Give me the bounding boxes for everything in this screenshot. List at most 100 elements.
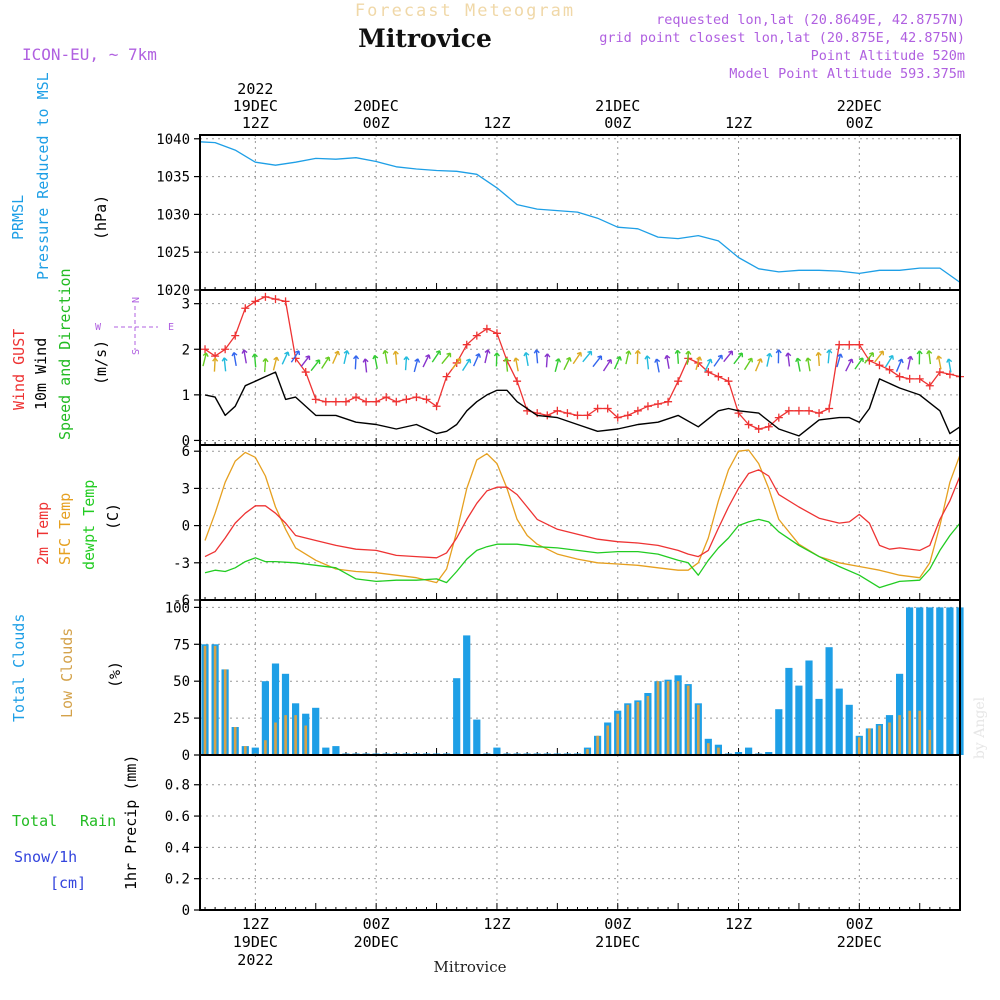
model-altitude: Model Point Altitude 593.375m [729, 66, 965, 82]
station-footer: Mitrovice [434, 958, 507, 976]
low-cloud-bar [888, 722, 891, 755]
low-cloud-bar [898, 715, 901, 755]
total-cloud-bar [261, 681, 269, 755]
gust-marker [674, 377, 683, 386]
wind-direction-arrow [212, 357, 219, 372]
time-label-top: 00Z [604, 114, 631, 132]
wind-direction-arrow [431, 350, 442, 363]
wind-direction-arrow [321, 356, 331, 369]
gust-marker [654, 399, 663, 408]
y-tick-label: 0 [182, 748, 190, 764]
wind-direction-arrow [946, 358, 953, 373]
wind-direction-arrow [664, 354, 671, 369]
wind-unit: (m/s) [92, 340, 110, 385]
time-label-bottom: 00Z [846, 915, 873, 933]
gust-marker [362, 397, 371, 406]
wind-label-gust: Wind GUST [10, 329, 28, 410]
temp-unit: (C) [104, 503, 122, 530]
gust-marker [815, 409, 824, 418]
total-cloud-bar [815, 698, 823, 755]
wind-direction-arrow [572, 351, 582, 365]
wind-direction-arrow [805, 357, 812, 372]
gust-line [204, 296, 961, 430]
low-cloud-bar [646, 696, 650, 755]
low-cloud-bar [304, 725, 307, 755]
gust-marker [341, 397, 350, 406]
cloud-label-total: Total Clouds [10, 614, 28, 722]
total-cloud-bar [312, 707, 320, 755]
y-tick-label: 25 [173, 711, 190, 727]
clouds-panel-marks [201, 607, 964, 755]
chart-title: Mitrovice [358, 24, 492, 53]
wind-direction-arrow [281, 351, 290, 365]
dewpt-line [204, 518, 961, 589]
low-cloud-bar [868, 728, 871, 755]
wind-direction-arrow [422, 354, 431, 368]
total-cloud-bar [322, 747, 330, 755]
low-cloud-bar [596, 735, 599, 755]
wind-direction-arrow [563, 356, 572, 371]
wind-direction-arrow [936, 355, 942, 370]
gust-marker [945, 370, 954, 379]
gust-marker [422, 395, 431, 404]
total-cloud-bar [785, 667, 793, 755]
gust-marker [925, 381, 934, 390]
compass-west: W [95, 322, 102, 333]
time-label-bottom: 00Z [363, 915, 390, 933]
total-cloud-bar [745, 747, 753, 755]
sfc-temp-line [204, 449, 961, 584]
total-cloud-bar [805, 660, 813, 755]
pressure-panel-marks [199, 141, 961, 283]
gust-marker [704, 368, 713, 377]
gust-marker [412, 393, 421, 402]
time-label-top: 12Z [242, 114, 269, 132]
time-label-bottom: 2022 [237, 951, 273, 969]
wind-direction-arrow [785, 352, 792, 367]
low-cloud-bar [586, 749, 589, 755]
gust-marker [825, 404, 834, 413]
low-cloud-bar [274, 722, 277, 755]
gust-marker [513, 377, 522, 386]
gust-marker [392, 397, 401, 406]
wind-direction-arrow [874, 350, 885, 363]
y-tick-label: 100 [165, 600, 190, 616]
wind-direction-arrow [441, 352, 452, 365]
gust-marker [352, 393, 361, 402]
wind-direction-arrow [493, 352, 500, 367]
point-altitude: Point Altitude 520m [811, 48, 965, 64]
low-cloud-bar [213, 645, 217, 755]
wind-direction-arrow [503, 357, 510, 372]
compass-east: E [168, 322, 174, 333]
wind-direction-arrow [634, 350, 641, 365]
wind-direction-arrow [461, 358, 472, 371]
wind-direction-arrow [272, 356, 280, 371]
y-tick-label: 0.4 [165, 840, 190, 856]
wind-direction-arrow [754, 358, 763, 372]
time-label-top: 22DEC [837, 97, 882, 115]
gust-marker [543, 411, 552, 420]
precip-label-rain: Rain [80, 812, 116, 830]
wind-direction-arrow [713, 354, 723, 367]
cloud-labels: Total Clouds Low Clouds (%) [10, 614, 124, 722]
low-cloud-bar [908, 710, 911, 755]
time-label-bottom: 00Z [604, 915, 631, 933]
low-cloud-bar [878, 725, 881, 755]
wind-direction-arrow [836, 353, 843, 368]
gust-marker [301, 368, 310, 377]
gust-marker [805, 406, 814, 415]
gust-marker [754, 425, 763, 434]
low-cloud-bar [697, 704, 700, 755]
wind-label-10m: 10m Wind [32, 338, 50, 410]
gust-marker [885, 365, 894, 374]
pressure-label-prmsl: PRMSL [9, 195, 27, 240]
wind-direction-arrow [775, 349, 782, 364]
wind-direction-arrow [795, 357, 802, 372]
low-cloud-bar [666, 681, 670, 755]
gust-marker [603, 404, 612, 413]
gust-marker [241, 304, 250, 313]
temp-2m-line [204, 469, 961, 559]
gust-marker [372, 397, 381, 406]
y-tick-label: 0 [182, 903, 190, 919]
